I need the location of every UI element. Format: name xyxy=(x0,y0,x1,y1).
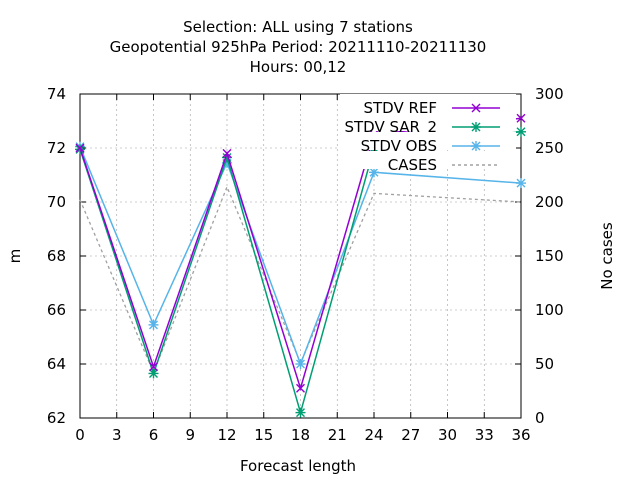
legend-marker-stdv-obs xyxy=(471,141,481,151)
marker-stroke xyxy=(75,143,85,153)
y2-axis: 0 50 100 150 200 250 300 xyxy=(515,85,564,427)
legend-label-stdv-ref: STDV REF xyxy=(363,99,437,117)
y2-tick-label: 100 xyxy=(535,301,564,319)
data-point-stdv-ref xyxy=(222,148,232,158)
series-line-stdv-ref xyxy=(79,117,522,391)
data-point-stdv-ref xyxy=(516,113,526,123)
y2-tick-label: 300 xyxy=(535,85,564,103)
x-axis: 0 3 6 9 12 15 18 21 24 27 30 33 36 xyxy=(75,94,531,444)
x-tick-label: 12 xyxy=(217,426,236,444)
data-point-stdv-ref xyxy=(149,362,158,372)
y-axis: 62 64 66 68 70 72 74 xyxy=(47,85,86,427)
marker-stroke xyxy=(296,383,305,393)
data-point-stdv-obs xyxy=(295,359,306,369)
y2-tick-label: 150 xyxy=(535,247,564,265)
y-axis-label: m xyxy=(6,249,24,264)
x-tick-label: 30 xyxy=(438,426,457,444)
y-tick-label: 70 xyxy=(47,193,66,211)
x-tick-label: 27 xyxy=(401,426,420,444)
title-line-2: Geopotential 925hPa Period: 20211110-202… xyxy=(110,38,487,56)
x-tick-label: 0 xyxy=(75,426,85,444)
chart-title: Selection: ALL using 7 stations Geopoten… xyxy=(110,18,487,76)
y-tick-label: 68 xyxy=(47,247,66,265)
x-tick-label: 36 xyxy=(511,426,530,444)
series-line-stdv-obs xyxy=(79,146,522,367)
title-line-3: Hours: 00,12 xyxy=(250,58,347,76)
y2-tick-label: 200 xyxy=(535,193,564,211)
y-tick-label: 66 xyxy=(47,301,66,319)
data-point-stdv-obs xyxy=(148,319,159,330)
y2-axis-label: No cases xyxy=(598,222,616,290)
marker-stroke xyxy=(516,113,526,123)
x-axis-label: Forecast length xyxy=(240,457,356,475)
marker-stroke xyxy=(471,103,481,113)
data-point-stdv-obs xyxy=(516,178,526,189)
data-point-stdv-sar-2 xyxy=(148,368,159,379)
x-tick-label: 33 xyxy=(475,426,494,444)
title-line-1: Selection: ALL using 7 stations xyxy=(183,18,413,36)
grid xyxy=(80,94,521,418)
x-tick-label: 15 xyxy=(254,426,273,444)
legend-label-cases: CASES xyxy=(388,156,437,174)
data-point-stdv-ref xyxy=(75,143,85,153)
x-tick-label: 21 xyxy=(328,426,347,444)
legend-label-stdv-obs: STDV OBS xyxy=(361,137,437,155)
x-tick-label: 9 xyxy=(185,426,195,444)
x-tick-label: 6 xyxy=(149,426,159,444)
x-tick-label: 3 xyxy=(112,426,122,444)
data-point-stdv-sar-2 xyxy=(516,126,526,137)
y-tick-label: 62 xyxy=(47,409,66,427)
data-point-stdv-obs xyxy=(369,167,379,178)
y2-tick-label: 0 xyxy=(535,409,545,427)
y2-tick-label: 250 xyxy=(535,139,564,157)
y2-tick-label: 50 xyxy=(535,355,554,373)
y-tick-label: 74 xyxy=(47,85,66,103)
marker-stroke xyxy=(149,362,158,372)
marker-stroke xyxy=(222,148,232,158)
data-point-stdv-sar-2 xyxy=(295,407,306,418)
legend-marker-stdv-ref xyxy=(471,103,481,113)
legend-marker-stdv-sar-2 xyxy=(471,122,481,132)
data-point-stdv-ref xyxy=(296,383,305,393)
x-tick-label: 24 xyxy=(364,426,383,444)
x-tick-label: 18 xyxy=(291,426,310,444)
series-line-cases xyxy=(79,185,522,375)
y-tick-label: 64 xyxy=(47,355,66,373)
y-tick-label: 72 xyxy=(47,139,66,157)
